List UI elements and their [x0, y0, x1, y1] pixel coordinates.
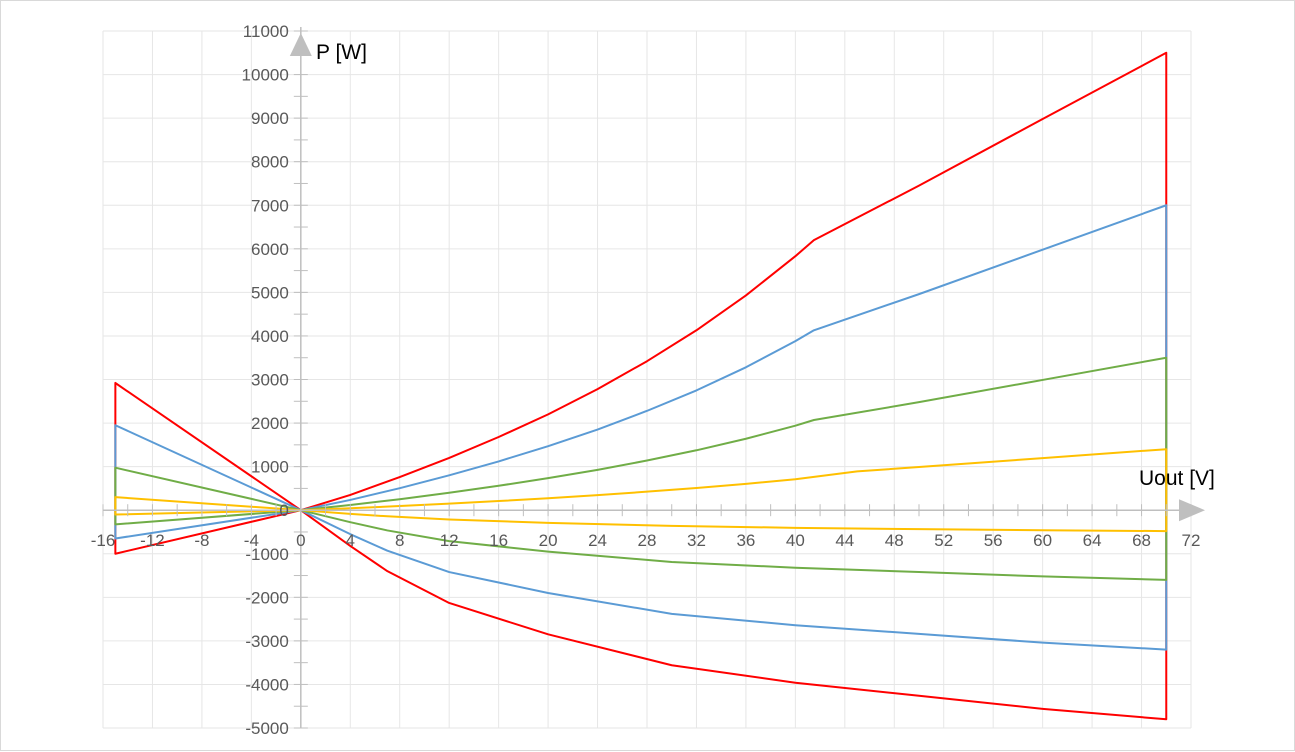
x-tick-label: 16 [489, 531, 508, 550]
x-axis-title: Uout [V] [1139, 467, 1215, 490]
x-tick-label: 56 [984, 531, 1003, 550]
y-tick-label: 1000 [251, 458, 289, 477]
x-tick-label: 32 [687, 531, 706, 550]
x-tick-label: 44 [835, 531, 854, 550]
y-tick-label: 2000 [251, 414, 289, 433]
x-tick-label: 20 [539, 531, 558, 550]
y-tick-label: -5000 [245, 719, 288, 738]
x-tick-label: 36 [736, 531, 755, 550]
x-tick-label: 28 [638, 531, 657, 550]
x-tick-label: 64 [1083, 531, 1102, 550]
y-tick-label: 8000 [251, 153, 289, 172]
x-tick-label: 12 [440, 531, 459, 550]
y-tick-label: 5000 [251, 283, 289, 302]
y-tick-label: 11000 [243, 22, 289, 41]
x-tick-label: 60 [1033, 531, 1052, 550]
x-tick-label: 8 [395, 531, 404, 550]
x-tick-label: -8 [194, 531, 209, 550]
x-tick-label: 4 [346, 531, 355, 550]
series-group [114, 51, 1168, 721]
x-tick-label: 0 [296, 531, 305, 550]
y-axis-arrow-icon [289, 33, 312, 56]
series-line-2 [114, 204, 1168, 651]
x-tick-label: 68 [1132, 531, 1151, 550]
x-tick-label: 48 [885, 531, 904, 550]
x-tick-label: 52 [934, 531, 953, 550]
y-tick-label: 10000 [242, 66, 289, 85]
y-tick-label: 7000 [251, 196, 289, 215]
x-tick-label: 24 [588, 531, 607, 550]
axes [102, 27, 1205, 729]
x-axis-arrow-icon [1179, 499, 1205, 522]
y-tick-label: 0 [279, 501, 288, 520]
y-tick-label: -4000 [245, 675, 288, 694]
y-axis-title: P [W] [316, 41, 367, 64]
x-tick-label: 40 [786, 531, 805, 550]
series-line-1 [114, 51, 1168, 721]
x-tick-label: 72 [1182, 531, 1201, 550]
tick-labels: -16 -12 -8 -4 0 4 8 12 16 20 24 28 32 36 40 44 48 52 56 60 6… [91, 22, 1201, 738]
y-tick-label: -1000 [245, 545, 288, 564]
y-tick-label: 9000 [251, 109, 289, 128]
y-tick-label: 3000 [251, 371, 289, 390]
x-tick-label: -12 [140, 531, 165, 550]
series-line-3 [114, 356, 1168, 581]
y-tick-label: -3000 [245, 632, 288, 651]
x-tick-label: -4 [244, 531, 259, 550]
series-line-4 [114, 448, 1168, 533]
x-tick-label: -16 [91, 531, 116, 550]
y-tick-label: 6000 [251, 240, 289, 259]
y-tick-label: 4000 [251, 327, 289, 346]
y-tick-label: -2000 [245, 588, 288, 607]
